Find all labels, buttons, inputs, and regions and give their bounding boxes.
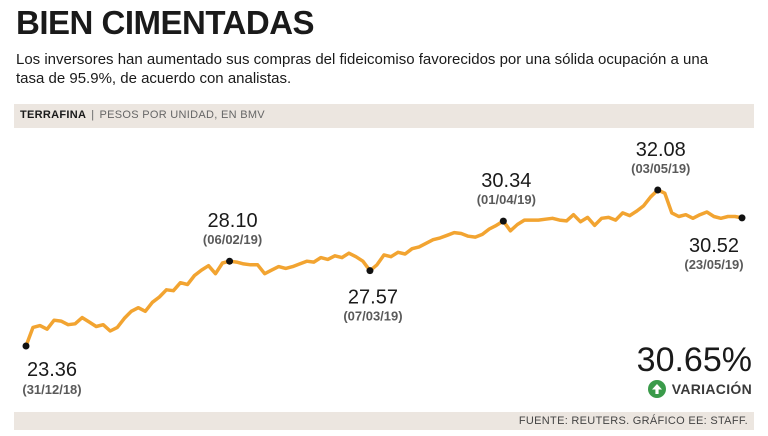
annotation-point <box>22 342 30 350</box>
annotation-value: 32.08 <box>636 139 686 161</box>
variation-value: 30.65% <box>636 341 752 379</box>
annotation-date: (31/12/18) <box>22 382 81 397</box>
page-subtitle: Los inversores han aumentado sus compras… <box>16 51 709 87</box>
annotation-point <box>499 217 507 225</box>
variation-label: VARIACIÓN <box>671 381 752 397</box>
annotation-point <box>226 257 234 265</box>
annotation-value: 23.36 <box>27 359 77 381</box>
page-title: BIEN CIMENTADAS <box>16 4 315 41</box>
chart-header-bar: TERRAFINA | Pesos por unidad, en BMV <box>14 104 754 128</box>
annotation-date: (23/05/19) <box>684 257 743 272</box>
arrow-up-icon <box>647 380 666 398</box>
label-layer: 23.36(31/12/18) 28.10(06/02/19) 27.57(07/0… <box>22 139 746 397</box>
annotation-value: 30.52 <box>689 235 739 257</box>
annotation-point <box>738 214 746 222</box>
chart-header-text: TERRAFINA | Pesos por unidad, en BMV <box>20 109 265 121</box>
annotation-value: 30.34 <box>481 170 531 192</box>
variation-row: VARIACIÓN <box>637 380 752 398</box>
unit-label: Pesos por unidad, en BMV <box>99 109 265 121</box>
line-layer <box>24 188 744 348</box>
annotation-date: (01/04/19) <box>477 192 536 207</box>
annotation-point <box>654 186 662 194</box>
annotation-value: 28.10 <box>208 210 258 232</box>
header-separator: | <box>91 109 95 121</box>
footer-bar: FUENTE: REUTERS. GRÁFICO EE: STAFF. <box>14 412 754 430</box>
annotation-date: (07/03/19) <box>343 309 402 324</box>
variation-block: 30.65% VARIACIÓN <box>637 342 752 398</box>
series-name: TERRAFINA <box>20 109 87 121</box>
annotation-date: (03/05/19) <box>631 161 690 176</box>
annotation-value: 27.57 <box>348 287 398 309</box>
series-line <box>24 188 744 348</box>
source-text: FUENTE: REUTERS. GRÁFICO EE: STAFF. <box>518 415 748 427</box>
annotation-point <box>366 267 374 275</box>
annotation-date: (06/02/19) <box>203 232 262 247</box>
